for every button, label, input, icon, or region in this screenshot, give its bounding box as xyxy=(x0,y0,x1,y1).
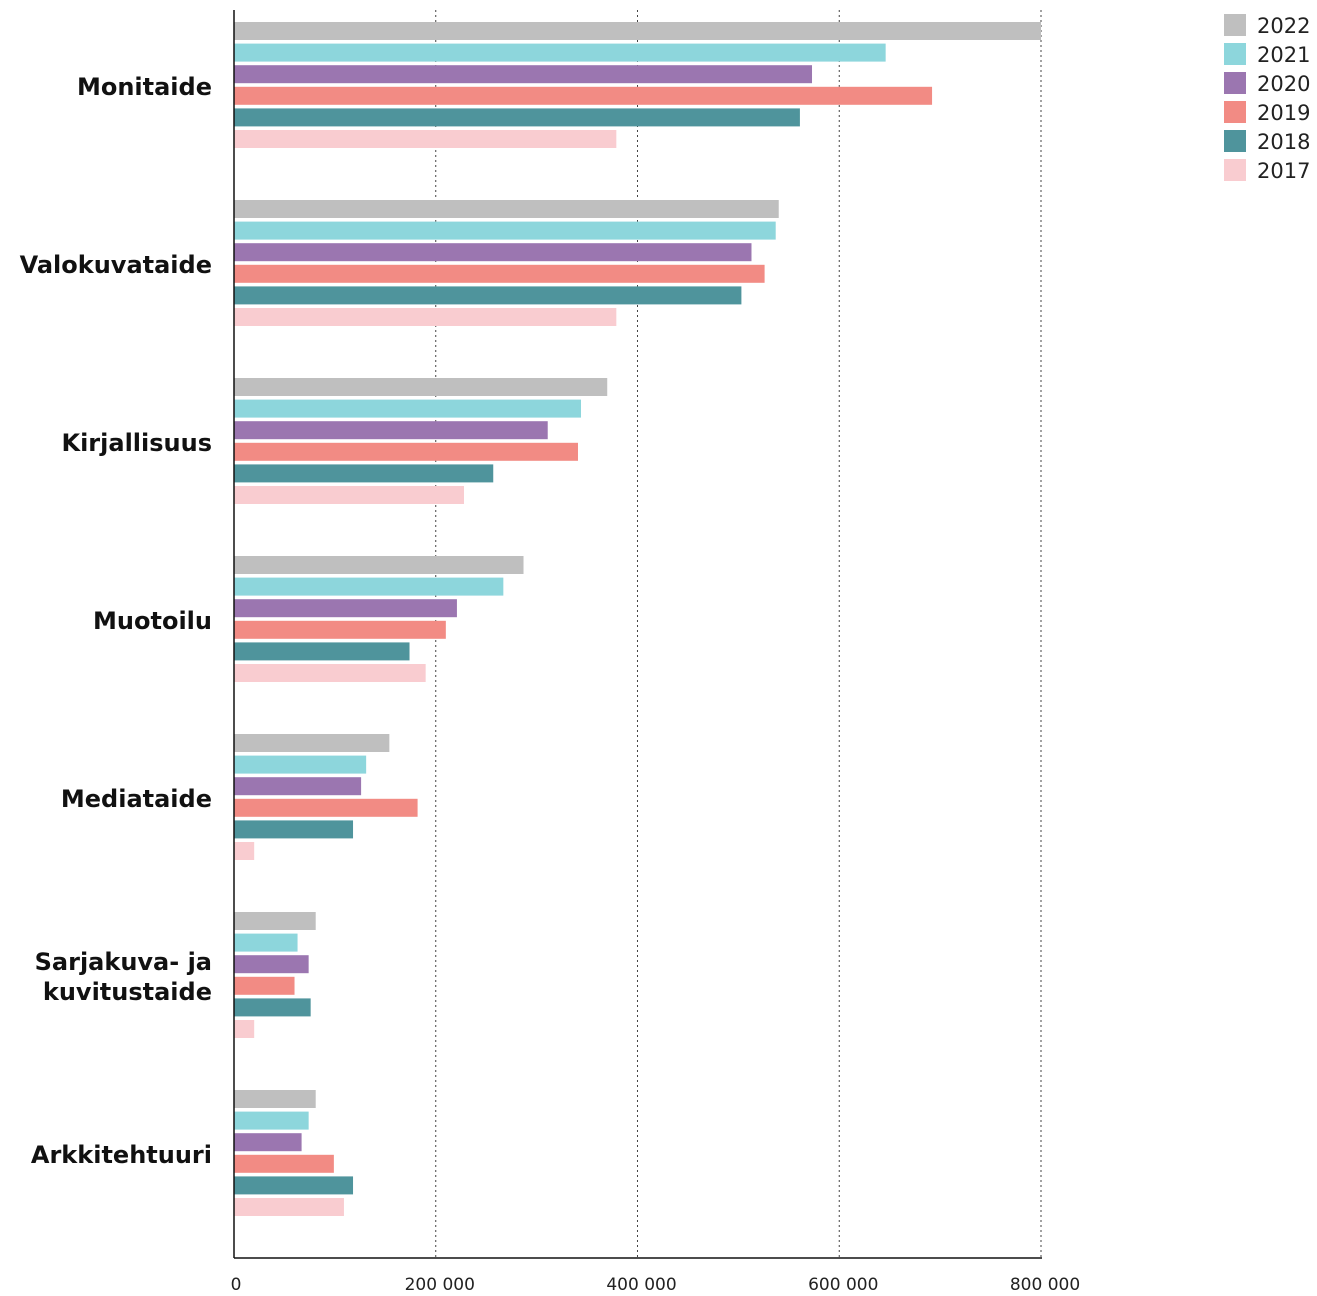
category-label-line: Arkkitehtuuri xyxy=(31,1141,212,1169)
bar-1-2017 xyxy=(234,308,617,326)
bar-2-2019 xyxy=(234,442,578,461)
axes xyxy=(233,10,1042,1259)
legend-swatch-2018 xyxy=(1224,130,1246,152)
bar-6-2022 xyxy=(234,1090,316,1108)
bar-3-2021 xyxy=(234,577,504,596)
category-label: Muotoilu xyxy=(93,607,212,635)
legend-label-2022: 2022 xyxy=(1257,14,1310,38)
category-label-line: Sarjakuva- ja xyxy=(35,948,212,976)
bar-2-2018 xyxy=(234,464,494,483)
category-label-line: Mediataide xyxy=(61,785,212,813)
category-label-line: Kirjallisuus xyxy=(61,429,212,457)
bar-4-2019 xyxy=(234,798,418,817)
bar-6-2019 xyxy=(234,1154,334,1173)
x-tick-labels: 0 200 000 400 000 600 000 800 000 xyxy=(231,1275,1081,1295)
bar-5-2017 xyxy=(234,1020,255,1038)
bar-2-2017 xyxy=(234,486,464,504)
legend-swatch-2022 xyxy=(1224,14,1246,36)
bar-4-2020 xyxy=(234,777,362,796)
bar-0-2018 xyxy=(234,108,800,127)
x-tick-label: 400 000 xyxy=(606,1275,676,1295)
bar-2-2020 xyxy=(234,421,548,440)
bar-6-2021 xyxy=(234,1111,309,1130)
bar-1-2018 xyxy=(234,286,742,305)
gridlines xyxy=(435,10,1042,1258)
category-label-line: Valokuvataide xyxy=(20,251,212,279)
legend-swatch-2020 xyxy=(1224,72,1246,94)
category-label: Arkkitehtuuri xyxy=(31,1141,212,1169)
bar-5-2022 xyxy=(234,912,316,930)
legend-label-2018: 2018 xyxy=(1257,130,1310,154)
x-tick-label: 200 000 xyxy=(405,1275,475,1295)
x-tick-label: 0 xyxy=(231,1275,242,1295)
bar-0-2017 xyxy=(234,130,617,148)
legend-swatch-2019 xyxy=(1224,101,1246,123)
category-label-line: Muotoilu xyxy=(93,607,212,635)
bar-1-2019 xyxy=(234,264,765,283)
bar-4-2021 xyxy=(234,755,367,774)
legend-label-2020: 2020 xyxy=(1257,72,1310,96)
bar-0-2021 xyxy=(234,43,886,62)
x-tick-label: 800 000 xyxy=(1010,1275,1080,1295)
bar-3-2022 xyxy=(234,556,524,574)
bar-2-2021 xyxy=(234,399,582,418)
category-label: Valokuvataide xyxy=(20,251,212,279)
bars xyxy=(234,22,1041,1216)
bar-5-2021 xyxy=(234,933,298,952)
legend-swatch-2017 xyxy=(1224,159,1246,181)
bar-4-2022 xyxy=(234,734,390,752)
legend-label-2019: 2019 xyxy=(1257,101,1310,125)
bar-1-2021 xyxy=(234,221,776,240)
bar-3-2017 xyxy=(234,664,426,682)
bar-4-2018 xyxy=(234,820,354,839)
category-label: Monitaide xyxy=(77,73,212,101)
bar-1-2022 xyxy=(234,200,779,218)
bar-3-2020 xyxy=(234,599,457,618)
legend: 2022 2021 2020 2019 2018 2017 xyxy=(1224,14,1310,183)
legend-label-2017: 2017 xyxy=(1257,159,1310,183)
bar-1-2020 xyxy=(234,243,752,262)
bar-0-2020 xyxy=(234,65,813,84)
bar-6-2020 xyxy=(234,1133,302,1152)
bar-6-2018 xyxy=(234,1176,354,1195)
category-label-line: Monitaide xyxy=(77,73,212,101)
legend-label-2021: 2021 xyxy=(1257,43,1310,67)
bar-5-2018 xyxy=(234,998,311,1017)
bar-3-2019 xyxy=(234,620,446,639)
bar-5-2019 xyxy=(234,976,295,995)
category-label: Mediataide xyxy=(61,785,212,813)
category-label: Kirjallisuus xyxy=(61,429,212,457)
category-label-line: kuvitustaide xyxy=(43,978,212,1006)
category-label: Sarjakuva- ja kuvitustaide xyxy=(35,948,212,1006)
category-labels: Monitaide Valokuvataide Kirjallisuus Muotoi… xyxy=(20,73,212,1169)
bar-6-2017 xyxy=(234,1198,344,1216)
bar-2-2022 xyxy=(234,378,608,396)
bar-5-2020 xyxy=(234,955,309,974)
x-tick-label: 600 000 xyxy=(808,1275,878,1295)
legend-swatch-2021 xyxy=(1224,43,1246,65)
bar-4-2017 xyxy=(234,842,255,860)
bar-3-2018 xyxy=(234,642,410,661)
bar-0-2019 xyxy=(234,86,933,105)
bar-0-2022 xyxy=(234,22,1041,40)
